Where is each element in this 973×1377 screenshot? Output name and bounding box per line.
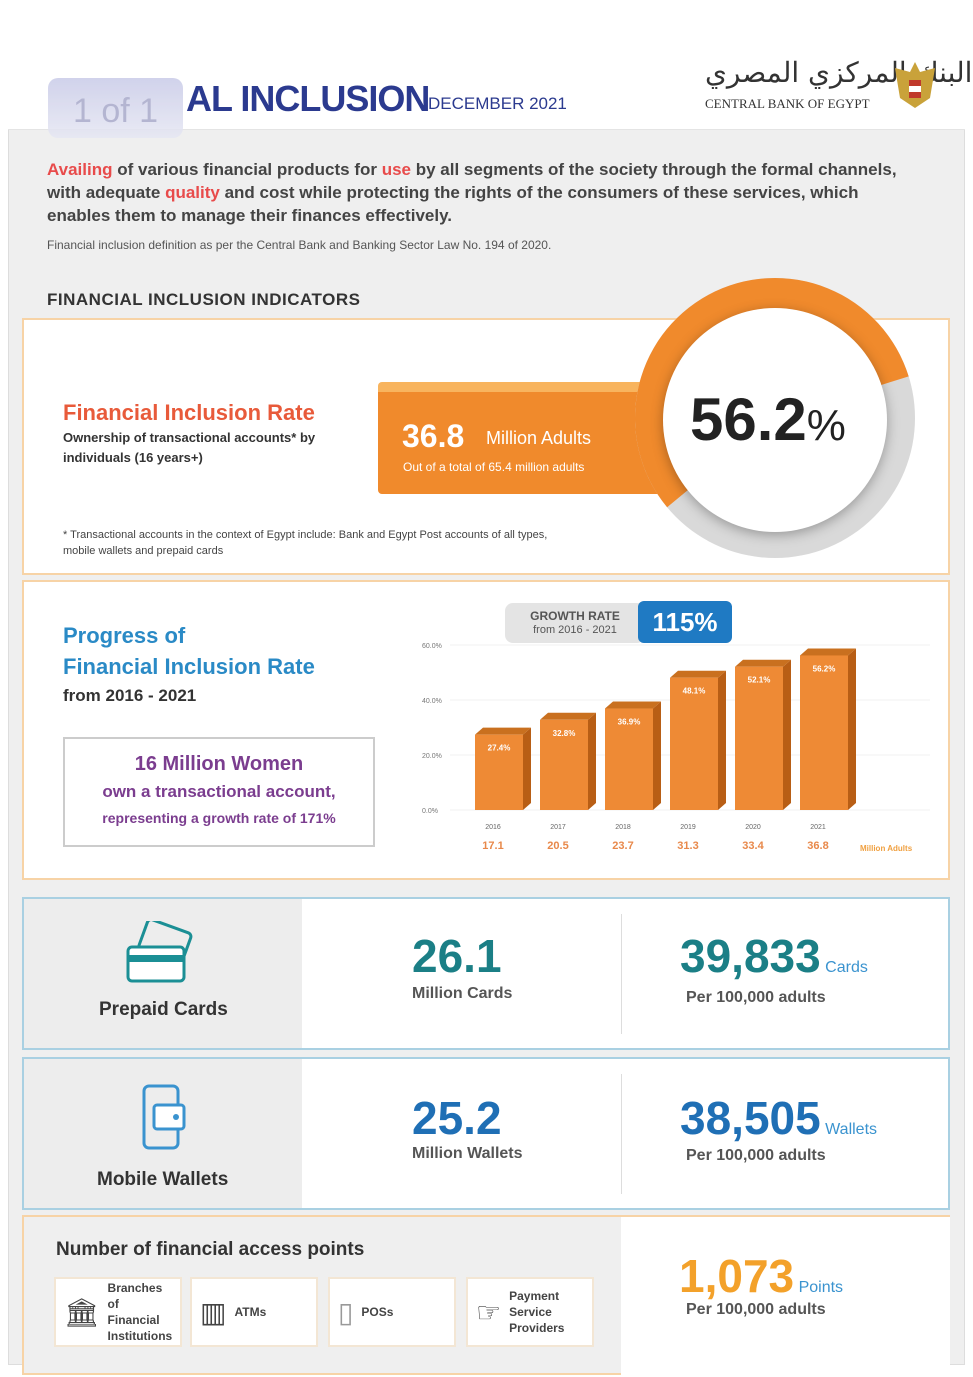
bar bbox=[735, 666, 783, 810]
payment-tablet-icon: ☞ bbox=[476, 1296, 502, 1328]
bar-top bbox=[670, 670, 726, 678]
law-note: Financial inclusion definition as per th… bbox=[47, 238, 552, 252]
bar-top bbox=[475, 727, 531, 735]
bar-value-label: 32.8% bbox=[553, 729, 576, 738]
progress-years: from 2016 - 2021 bbox=[63, 686, 197, 705]
bar-value-label: 36.9% bbox=[618, 718, 641, 727]
bar-value-label: 56.2% bbox=[813, 664, 836, 673]
rate-donut bbox=[635, 278, 915, 558]
footnote: * Transactional accounts in the context … bbox=[63, 529, 548, 557]
x-tick-label: 2021 bbox=[810, 824, 826, 831]
bar-top bbox=[540, 712, 596, 720]
wallets-label: Mobile Wallets bbox=[97, 1169, 229, 1190]
adults-label: 23.7 bbox=[612, 840, 633, 852]
access-item-psp: ☞ Payment Service Providers bbox=[466, 1277, 594, 1347]
adults-unit-label: Million Adults bbox=[860, 844, 913, 853]
prepaid-label: Prepaid Cards bbox=[99, 999, 228, 1020]
adults-band bbox=[378, 382, 678, 494]
bar-top bbox=[605, 701, 661, 709]
wallets-value: 25.2 bbox=[412, 1092, 502, 1144]
prepaid-per: 39,833 Cards bbox=[680, 930, 868, 982]
bar bbox=[800, 655, 848, 810]
access-item-pos: ▯ POSs bbox=[328, 1277, 456, 1347]
bar-side bbox=[523, 727, 531, 810]
bar bbox=[670, 677, 718, 810]
adults-label: Million Adults bbox=[486, 428, 592, 448]
bar-value-label: 27.4% bbox=[488, 744, 511, 753]
pos-icon: ▯ bbox=[338, 1296, 354, 1328]
mobile-wallet-icon bbox=[142, 1084, 186, 1150]
progress-title: Progress of Financial Inclusion Rate bbox=[63, 623, 315, 679]
adults-count: 36.8 bbox=[402, 418, 465, 454]
page-indicator: 1 of 1 bbox=[48, 78, 183, 138]
x-tick-label: 2017 bbox=[550, 824, 566, 831]
intro-text: Availing of various financial products f… bbox=[47, 160, 897, 225]
y-tick-label: 40.0% bbox=[422, 698, 442, 705]
bar-side bbox=[718, 670, 726, 810]
x-tick-label: 2016 bbox=[485, 824, 501, 831]
bar-side bbox=[848, 648, 856, 810]
egypt-eagle-icon bbox=[895, 62, 935, 108]
section-title: FINANCIAL INCLUSION INDICATORS bbox=[47, 290, 361, 309]
cbe-logo-english: CENTRAL BANK OF EGYPT bbox=[705, 96, 870, 111]
x-tick-label: 2018 bbox=[615, 824, 631, 831]
bar-side bbox=[653, 701, 661, 810]
atm-icon: ▥ bbox=[200, 1296, 227, 1328]
access-item-branches: 🏛 Branches of Financial Institutions bbox=[54, 1277, 182, 1347]
bar-value-label: 48.1% bbox=[683, 687, 706, 696]
bar bbox=[540, 719, 588, 810]
prepaid-card-stats: Prepaid Cards 26.1 Million Cards 39,833 … bbox=[22, 897, 950, 1050]
rate-title: Financial Inclusion Rate bbox=[63, 400, 315, 425]
prepaid-value: 26.1 bbox=[412, 930, 502, 982]
bar-top bbox=[800, 648, 856, 656]
prepaid-per-label: Per 100,000 adults bbox=[686, 989, 826, 1006]
bar-side bbox=[588, 712, 596, 810]
access-points-card: Number of financial access points 🏛 Branc… bbox=[22, 1215, 950, 1377]
page-title: AL INCLUSION bbox=[186, 78, 430, 119]
bar-value-label: 52.1% bbox=[748, 676, 771, 685]
y-tick-label: 60.0% bbox=[422, 643, 442, 650]
x-tick-label: 2019 bbox=[680, 824, 696, 831]
access-title: Number of financial access points bbox=[56, 1239, 365, 1260]
y-tick-label: 20.0% bbox=[422, 753, 442, 760]
women-callout: 16 Million Women own a transactional acco… bbox=[63, 737, 375, 847]
x-tick-label: 2020 bbox=[745, 824, 761, 831]
report-date: DECEMBER 2021 bbox=[428, 94, 567, 113]
adults-label: 17.1 bbox=[482, 840, 503, 852]
access-item-atms: ▥ ATMs bbox=[190, 1277, 318, 1347]
access-per-label: Per 100,000 adults bbox=[686, 1301, 826, 1318]
adults-label: 33.4 bbox=[742, 840, 764, 852]
growth-rate-label: GROWTH RATE from 2016 - 2021 bbox=[505, 603, 645, 643]
adults-label: 31.3 bbox=[677, 840, 698, 852]
adults-label: 20.5 bbox=[547, 840, 568, 852]
adults-total: Out of a total of 65.4 million adults bbox=[403, 460, 585, 474]
mobile-wallet-stats: Mobile Wallets 25.2 Million Wallets 38,5… bbox=[22, 1057, 950, 1210]
rate-percent: 56.2% bbox=[690, 386, 846, 453]
wallets-per: 38,505 Wallets bbox=[680, 1092, 878, 1144]
bar-side bbox=[783, 659, 791, 810]
bar bbox=[475, 734, 523, 810]
growth-rate-value: 115% bbox=[638, 601, 732, 643]
bar-top bbox=[735, 659, 791, 667]
prepaid-value-label: Million Cards bbox=[412, 985, 513, 1002]
prepaid-card-icon bbox=[126, 921, 193, 983]
wallets-per-label: Per 100,000 adults bbox=[686, 1147, 826, 1164]
rate-subtitle: Ownership of transactional accounts* by … bbox=[63, 430, 316, 465]
adults-label: 36.8 bbox=[807, 840, 828, 852]
wallets-value-label: Million Wallets bbox=[412, 1145, 523, 1162]
bar bbox=[605, 708, 653, 810]
progress-bar-chart: 0.0% 20.0% 40.0% 60.0% 27.4% 2016 17.1 32.8% 201… bbox=[422, 643, 930, 853]
bank-icon: 🏛 bbox=[64, 1296, 100, 1328]
y-tick-label: 0.0% bbox=[422, 808, 438, 815]
access-per: 1,073 Points bbox=[679, 1250, 844, 1302]
